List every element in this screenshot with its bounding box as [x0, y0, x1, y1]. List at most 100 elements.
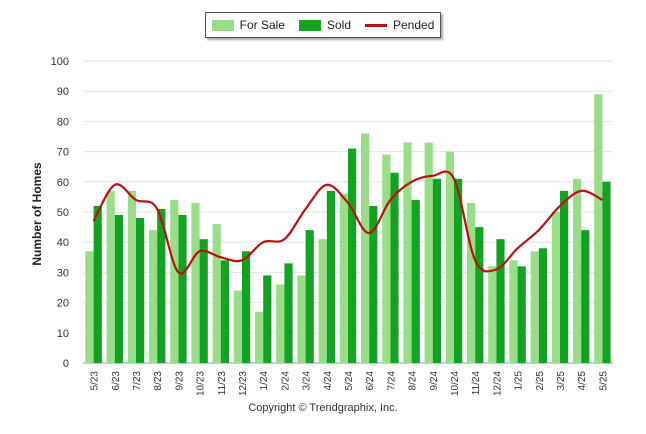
x-tick-label: 12/24 — [492, 371, 503, 396]
bar-for-sale — [191, 202, 200, 363]
bar-sold — [602, 181, 611, 363]
bar-for-sale — [530, 251, 539, 363]
x-tick-label: 4/25 — [577, 371, 588, 391]
bar-sold — [242, 251, 251, 363]
x-tick-label: 12/23 — [238, 371, 249, 396]
bar-sold — [454, 178, 463, 363]
legend-item-for-sale: For Sale — [211, 18, 285, 32]
bar-sold — [496, 239, 505, 363]
bar-sold — [157, 208, 166, 363]
bar-for-sale — [212, 224, 221, 363]
y-tick-label: 30 — [57, 267, 69, 279]
x-tick-label: 9/24 — [429, 371, 440, 391]
x-tick-label: 8/23 — [153, 371, 164, 391]
legend-item-pended: Pended — [365, 18, 434, 32]
bar-for-sale — [573, 178, 582, 363]
bar-sold — [369, 205, 378, 363]
legend-swatch-sold — [298, 19, 321, 31]
bar-for-sale — [424, 142, 433, 363]
x-tick-label: 8/24 — [408, 371, 419, 391]
bar-sold — [263, 275, 272, 363]
bar-sold — [348, 148, 357, 363]
bar-for-sale — [233, 290, 242, 363]
bar-sold — [199, 239, 208, 363]
bar-for-sale — [106, 190, 115, 363]
y-tick-label: 20 — [57, 298, 69, 310]
y-tick-label: 100 — [51, 56, 69, 68]
x-tick-label: 9/23 — [174, 371, 185, 391]
y-tick-label: 80 — [57, 116, 69, 128]
bar-for-sale — [85, 251, 94, 363]
x-tick-label: 5/23 — [90, 371, 101, 391]
bar-for-sale — [445, 151, 454, 363]
bar-sold — [538, 248, 547, 363]
bar-for-sale — [361, 133, 370, 363]
x-tick-label: 4/24 — [323, 371, 334, 391]
bar-for-sale — [403, 142, 412, 363]
x-tick-label: 11/24 — [471, 371, 482, 396]
bar-sold — [114, 215, 123, 363]
y-tick-label: 0 — [63, 358, 69, 370]
bar-for-sale — [594, 94, 603, 363]
legend-swatch-for-sale — [211, 19, 234, 31]
y-tick-label: 60 — [57, 177, 69, 189]
y-tick-label: 90 — [57, 86, 69, 98]
y-tick-label: 50 — [57, 207, 69, 219]
x-tick-label: 7/24 — [386, 371, 397, 391]
legend-item-sold: Sold — [298, 18, 351, 32]
y-axis-title: Number of Homes — [30, 162, 44, 266]
bar-sold — [220, 260, 229, 363]
bar-sold — [178, 215, 187, 363]
legend-label-pended: Pended — [393, 18, 435, 32]
bar-sold — [475, 227, 484, 363]
bar-for-sale — [467, 202, 476, 363]
x-tick-label: 1/25 — [514, 371, 525, 391]
y-tick-label: 40 — [57, 237, 69, 249]
bar-for-sale — [149, 230, 158, 363]
bar-for-sale — [297, 275, 306, 363]
bar-sold — [93, 205, 102, 363]
x-tick-label: 10/24 — [450, 371, 461, 396]
bar-for-sale — [339, 193, 348, 363]
series-line-pended — [92, 170, 603, 275]
x-tick-label: 3/24 — [302, 371, 313, 391]
legend: For Sale Sold Pended — [205, 12, 441, 38]
x-tick-label: 3/25 — [556, 371, 567, 391]
y-tick-label: 70 — [57, 147, 69, 159]
bar-for-sale — [318, 239, 327, 363]
bar-sold — [581, 230, 590, 363]
x-tick-label: 1/24 — [259, 371, 270, 391]
legend-label-sold: Sold — [326, 18, 351, 32]
bar-sold — [284, 263, 293, 363]
bar-sold — [432, 178, 441, 363]
bar-sold — [136, 218, 145, 363]
x-tick-label: 10/23 — [196, 371, 207, 396]
legend-swatch-pended — [365, 23, 387, 27]
bar-for-sale — [488, 266, 497, 363]
copyright-text: Copyright © Trendgraphix, Inc. — [248, 402, 398, 414]
bar-for-sale — [551, 212, 560, 363]
bar-for-sale — [276, 284, 285, 363]
x-tick-label: 2/25 — [535, 371, 546, 391]
y-tick-label: 10 — [57, 328, 69, 340]
bar-for-sale — [509, 260, 518, 363]
bar-sold — [326, 190, 335, 363]
x-tick-label: 6/23 — [111, 371, 122, 391]
bar-for-sale — [255, 311, 264, 363]
bar-sold — [517, 266, 526, 363]
x-tick-label: 7/23 — [132, 371, 143, 391]
x-tick-label: 2/24 — [280, 371, 291, 391]
bar-for-sale — [127, 190, 136, 363]
bar-sold — [390, 172, 399, 363]
bar-for-sale — [170, 199, 179, 363]
x-tick-label: 5/24 — [344, 371, 355, 391]
bar-for-sale — [382, 154, 391, 363]
x-tick-label: 11/23 — [217, 371, 228, 396]
x-tick-label: 5/25 — [598, 371, 609, 391]
bar-sold — [305, 230, 314, 363]
bar-sold — [411, 199, 420, 363]
x-tick-label: 6/24 — [365, 371, 376, 391]
bar-sold — [560, 190, 569, 363]
